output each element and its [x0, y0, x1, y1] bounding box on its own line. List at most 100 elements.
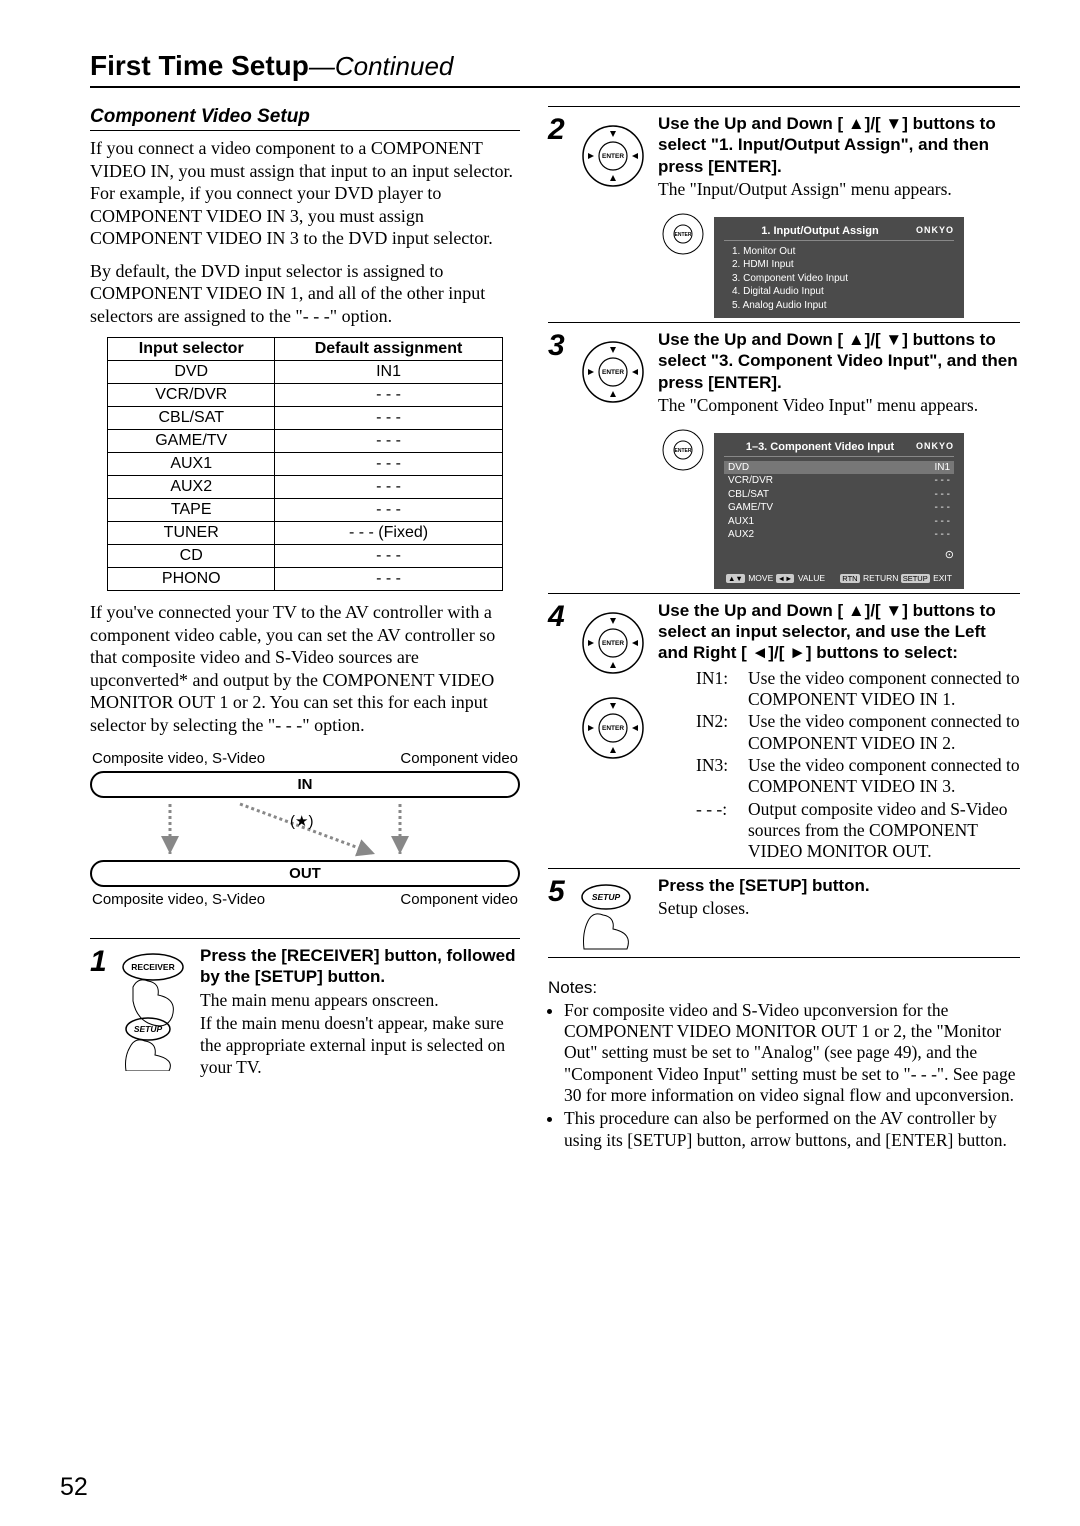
table-cell-selector: TAPE — [108, 499, 275, 522]
option-row: IN3:Use the video component connected to… — [696, 755, 1020, 798]
table-cell-selector: CD — [108, 545, 275, 568]
table-cell-selector: TUNER — [108, 522, 275, 545]
osd-line: 1. Monitor Out — [724, 245, 954, 259]
step-5: 5 SETUP Press the [SETUP] button. Setup … — [548, 868, 1020, 951]
osd-line: 3. Component Video Input — [724, 272, 954, 286]
table-cell-value: - - - — [275, 545, 503, 568]
svg-text:RECEIVER: RECEIVER — [131, 962, 174, 972]
dpad-enter-icon: ENTER — [576, 119, 650, 203]
assignment-table: Input selector Default assignment DVDIN1… — [107, 337, 503, 591]
section-heading: Component Video Setup — [90, 106, 520, 131]
option-text: Use the video component connected to COM… — [748, 668, 1020, 711]
step-5-text: Setup closes. — [658, 898, 1020, 920]
dpad-mini-icon: ENTER — [658, 209, 708, 259]
table-row: DVDIN1 — [108, 361, 503, 384]
table-cell-value: - - - — [275, 476, 503, 499]
flow-label-top-right: Component video — [400, 750, 518, 767]
step-2-instruction: Use the Up and Down [ ▲]/[ ▼] buttons to… — [658, 113, 1020, 177]
step-number: 3 — [548, 329, 576, 589]
table-row: AUX1- - - — [108, 453, 503, 476]
step-number: 5 — [548, 875, 576, 951]
step-number: 1 — [90, 945, 118, 1079]
osd-menu-component-video: ONKYO 1–3. Component Video Input DVDIN1V… — [714, 433, 964, 589]
step-1: 1 RECEIVER SETUP Press the [RECEIVER] bu… — [90, 938, 520, 1079]
osd-line: 2. HDMI Input — [724, 258, 954, 272]
table-cell-selector: AUX1 — [108, 453, 275, 476]
table-cell-value: - - - — [275, 430, 503, 453]
title-main: First Time Setup — [90, 50, 309, 81]
step-2: 2 ENTER Use the Up and Down [ ▲]/[ ▼] bu… — [548, 106, 1020, 318]
intro-paragraph-2: By default, the DVD input selector is as… — [90, 260, 520, 328]
option-text: Output composite video and S-Video sourc… — [748, 799, 1020, 863]
option-label: IN3: — [696, 755, 738, 798]
svg-text:ENTER: ENTER — [602, 725, 624, 732]
intro-paragraph-3: If you've connected your TV to the AV co… — [90, 601, 520, 736]
table-cell-selector: VCR/DVR — [108, 384, 275, 407]
dpad-enter-icon: ENTER — [576, 335, 650, 419]
notes-list: For composite video and S-Video upconver… — [548, 1000, 1020, 1151]
osd-row: AUX2- - - — [724, 528, 954, 542]
table-row: AUX2- - - — [108, 476, 503, 499]
flow-star-label: (★) — [290, 813, 313, 830]
svg-text:ENTER: ENTER — [675, 232, 692, 238]
page-number: 52 — [60, 1473, 88, 1502]
table-cell-selector: PHONO — [108, 568, 275, 591]
setup-button-icon: SETUP — [576, 881, 646, 951]
svg-text:ENTER: ENTER — [602, 640, 624, 647]
table-cell-value: - - - — [275, 407, 503, 430]
table-cell-value: - - - — [275, 568, 503, 591]
osd-row: CBL/SAT- - - — [724, 488, 954, 502]
title-continued: —Continued — [309, 51, 454, 81]
osd-brand: ONKYO — [916, 441, 954, 451]
osd-row: DVDIN1 — [724, 461, 954, 475]
osd-row: AUX1- - - — [724, 515, 954, 529]
step-3-text: The "Component Video Input" menu appears… — [658, 395, 1020, 417]
osd-row: GAME/TV- - - — [724, 501, 954, 515]
option-label: - - -: — [696, 799, 738, 863]
option-row: IN1:Use the video component connected to… — [696, 668, 1020, 711]
table-cell-selector: GAME/TV — [108, 430, 275, 453]
step-number: 2 — [548, 113, 576, 318]
svg-text:ENTER: ENTER — [602, 369, 624, 376]
table-header-default: Default assignment — [275, 338, 503, 361]
table-cell-value: - - - — [275, 384, 503, 407]
table-cell-value: - - - — [275, 453, 503, 476]
step-1-text-1: The main menu appears onscreen. — [200, 990, 520, 1012]
table-row: TUNER- - - (Fixed) — [108, 522, 503, 545]
flow-out-box: OUT — [90, 860, 520, 887]
table-row: TAPE- - - — [108, 499, 503, 522]
option-row: IN2:Use the video component connected to… — [696, 711, 1020, 754]
dpad-double-icon: ENTER ENTER — [576, 606, 650, 776]
osd-menu-io-assign: ONKYO 1. Input/Output Assign 1. Monitor … — [714, 217, 964, 319]
table-row: VCR/DVR- - - — [108, 384, 503, 407]
svg-text:ENTER: ENTER — [675, 448, 692, 454]
note-item: For composite video and S-Video upconver… — [564, 1000, 1020, 1107]
option-text: Use the video component connected to COM… — [748, 711, 1020, 754]
table-row: CD- - - — [108, 545, 503, 568]
osd-brand: ONKYO — [916, 225, 954, 235]
flow-label-top-left: Composite video, S-Video — [92, 750, 265, 767]
flow-arrows-icon: (★) — [90, 802, 490, 860]
flow-in-box: IN — [90, 771, 520, 798]
page-title: First Time Setup—Continued — [90, 50, 1020, 88]
note-item: This procedure can also be performed on … — [564, 1108, 1020, 1151]
table-row: GAME/TV- - - — [108, 430, 503, 453]
table-cell-value: - - - — [275, 499, 503, 522]
dpad-mini-icon: ENTER — [658, 425, 708, 475]
signal-flow-diagram: Composite video, S-Video Component video… — [90, 750, 520, 908]
step-3: 3 ENTER Use the Up and Down [ ▲]/[ ▼] bu… — [548, 322, 1020, 589]
flow-label-bot-left: Composite video, S-Video — [92, 891, 265, 908]
flow-label-bot-right: Component video — [400, 891, 518, 908]
table-row: CBL/SAT- - - — [108, 407, 503, 430]
table-row: PHONO- - - — [108, 568, 503, 591]
intro-paragraph-1: If you connect a video component to a CO… — [90, 137, 520, 250]
step-3-instruction: Use the Up and Down [ ▲]/[ ▼] buttons to… — [658, 329, 1020, 393]
step-2-text: The "Input/Output Assign" menu appears. — [658, 179, 1020, 201]
osd-row: VCR/DVR- - - — [724, 474, 954, 488]
table-cell-selector: AUX2 — [108, 476, 275, 499]
step-4-instruction: Use the Up and Down [ ▲]/[ ▼] buttons to… — [658, 600, 1020, 664]
option-label: IN1: — [696, 668, 738, 711]
step-5-instruction: Press the [SETUP] button. — [658, 875, 1020, 896]
table-header-input: Input selector — [108, 338, 275, 361]
osd-line: 4. Digital Audio Input — [724, 285, 954, 299]
